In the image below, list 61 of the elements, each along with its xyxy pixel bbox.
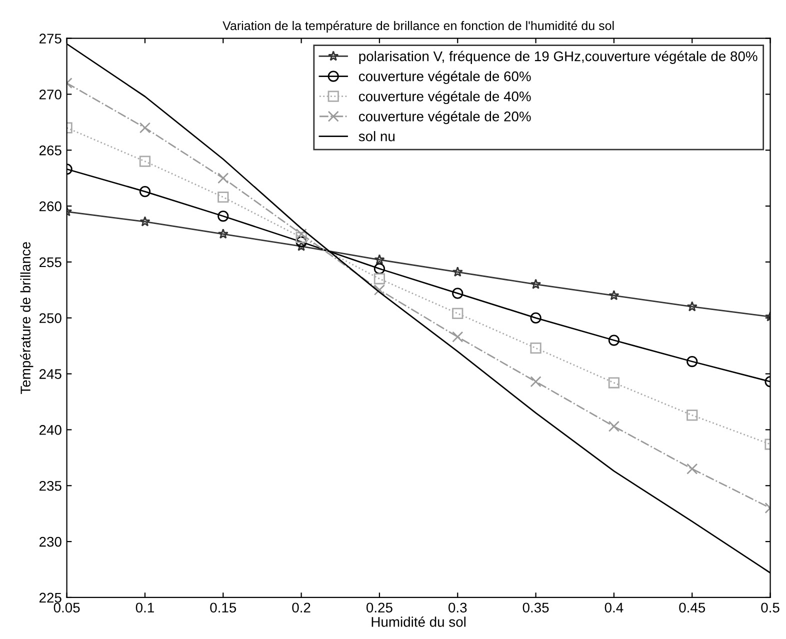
point — [686, 356, 698, 368]
point — [452, 308, 464, 319]
point — [686, 463, 698, 474]
point — [374, 284, 386, 296]
point — [452, 331, 464, 342]
point — [608, 377, 620, 388]
y-tick-label: 235 — [39, 480, 62, 491]
point — [374, 254, 385, 264]
point — [686, 301, 698, 312]
legend-label: couverture végétale de 20% — [358, 111, 531, 124]
x-tick-label: 0.5 — [761, 602, 780, 613]
point — [452, 266, 463, 277]
legend-label: sol nu — [358, 131, 395, 142]
point — [452, 288, 464, 299]
y-tick-label: 275 — [39, 34, 62, 44]
y-tick-label: 230 — [39, 536, 62, 547]
point — [608, 420, 620, 432]
point — [686, 410, 698, 421]
x-tick-label: 0.05 — [54, 602, 80, 613]
point — [608, 290, 620, 300]
point — [374, 263, 386, 274]
point — [140, 216, 150, 226]
y-tick-label: 270 — [39, 90, 62, 100]
point — [530, 278, 542, 289]
point — [218, 192, 229, 203]
point — [296, 232, 307, 243]
point — [374, 273, 386, 284]
point — [530, 342, 542, 354]
x-tick-label: 0.2 — [292, 602, 310, 613]
x-tick-label: 0.3 — [448, 602, 467, 613]
point — [608, 334, 620, 346]
point — [296, 228, 307, 240]
point — [218, 228, 228, 239]
x-tick-label: 0.4 — [604, 602, 624, 613]
point — [296, 240, 307, 251]
chart-title: Variation de la température de brillance en fonction de l'humidité du sol — [222, 20, 614, 33]
y-tick-label: 245 — [39, 369, 62, 379]
point — [530, 376, 542, 388]
point — [530, 312, 542, 324]
legend-label: couverture végétale de 40% — [358, 90, 531, 104]
point — [139, 156, 151, 167]
y-tick-label: 240 — [39, 425, 62, 435]
x-tick-label: 0.25 — [366, 602, 392, 613]
x-tick-label: 0.45 — [679, 602, 706, 613]
y-axis-title: Température de brillance — [20, 242, 34, 394]
y-tick-label: 260 — [39, 201, 62, 212]
legend-label: polarisation V, fréquence de 19 GHz,couverture végétale de 80% — [359, 50, 758, 64]
point — [139, 122, 151, 134]
x-tick-label: 0.35 — [522, 602, 549, 613]
x-tick-label: 0.1 — [136, 602, 154, 613]
y-tick-label: 250 — [39, 313, 62, 324]
point — [296, 236, 307, 248]
x-axis-title: Humidité du sol — [372, 616, 466, 627]
point — [218, 172, 229, 184]
y-tick-label: 225 — [39, 592, 62, 603]
legend-label: couverture végétale de 60% — [358, 70, 531, 84]
x-tick-label: 0.15 — [210, 602, 236, 613]
y-tick-label: 265 — [39, 146, 62, 156]
point — [139, 186, 151, 198]
point — [218, 210, 229, 222]
y-tick-label: 255 — [39, 257, 62, 268]
